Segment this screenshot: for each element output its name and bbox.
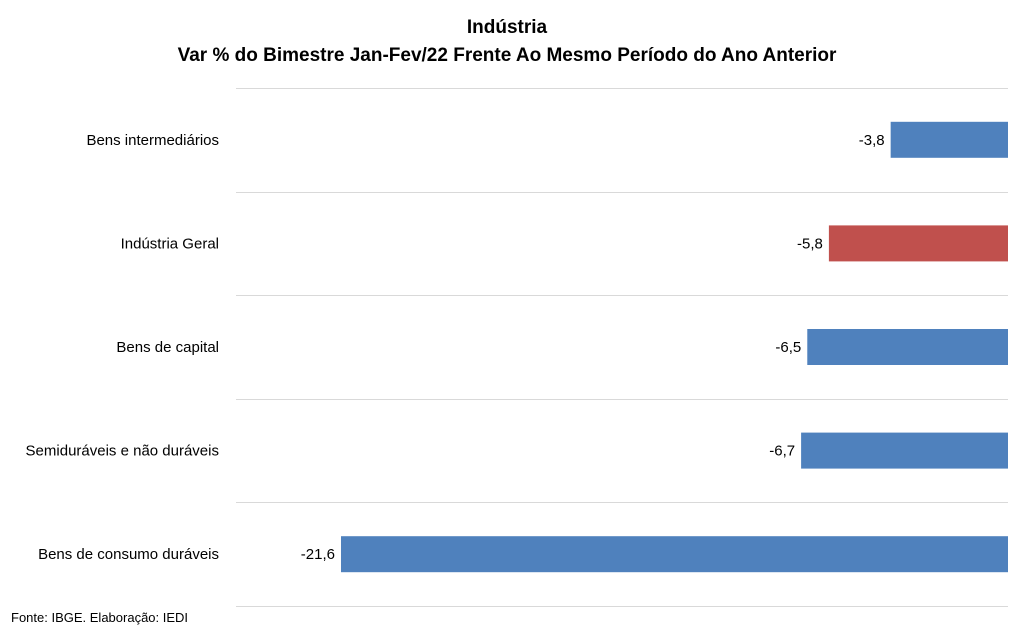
category-label: Indústria Geral (121, 235, 219, 252)
grid-lines (236, 88, 1008, 607)
value-label: -3,8 (859, 132, 885, 149)
category-label: Bens intermediários (86, 132, 219, 149)
bar (828, 225, 1008, 262)
category-label: Semiduráveis e não duráveis (26, 443, 219, 460)
chart-title: Indústria Var % do Bimestre Jan-Fev/22 F… (0, 14, 1014, 70)
bar (340, 536, 1008, 573)
value-label: -6,5 (775, 339, 801, 356)
value-label: -21,6 (301, 546, 335, 563)
subtitle-line: Var % do Bimestre Jan-Fev/22 Frente Ao M… (177, 45, 837, 66)
category-label: Bens de capital (116, 339, 219, 356)
bar (807, 329, 1008, 365)
source-note: Fonte: IBGE. Elaboração: IEDI (11, 610, 189, 625)
value-label: -6,7 (769, 443, 795, 460)
labels: -3,8 Bens intermediários -5,8 Indústria Ger… (26, 132, 885, 563)
category-label: Bens de consumo duráveis (38, 546, 219, 563)
bars (340, 121, 1008, 573)
title-line: Indústria (466, 17, 548, 38)
bar (801, 432, 1008, 469)
value-label: -5,8 (797, 235, 823, 252)
bar (890, 121, 1008, 158)
